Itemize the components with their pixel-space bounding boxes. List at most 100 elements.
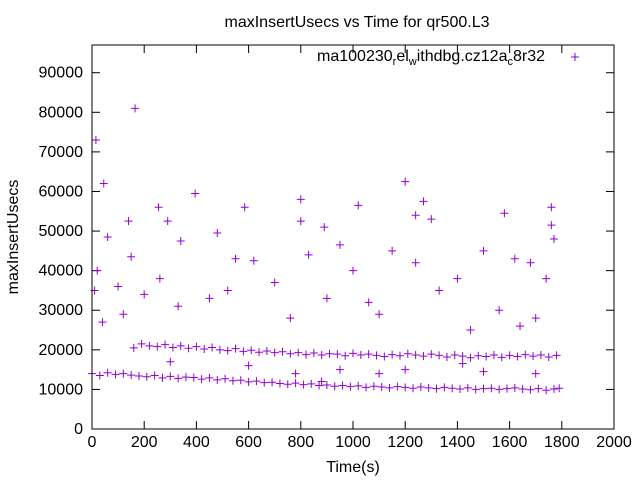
data-point [372,351,381,360]
data-point [549,385,558,394]
data-point [91,136,100,145]
data-point [221,374,230,383]
data-point [495,385,504,394]
data-point [223,346,232,355]
data-point [140,290,149,299]
data-point [377,383,386,392]
data-point [249,256,258,265]
data-point [231,254,240,263]
data-point [356,350,365,359]
chart-title: maxInsertUsecs vs Time for qr500.L3 [225,14,490,31]
data-point [419,352,428,361]
y-tick-label: 30000 [39,302,84,319]
data-point [516,322,525,331]
x-tick-label: 1800 [544,434,580,451]
data-point [255,348,264,357]
x-tick-label: 1600 [492,434,528,451]
data-point [155,274,164,283]
data-point [479,367,488,376]
data-point [502,384,511,393]
data-point [375,369,384,378]
data-point [432,384,441,393]
data-point [283,380,292,389]
data-point [442,352,451,361]
data-point [479,384,488,393]
data-point [270,348,279,357]
data-point [189,373,198,382]
data-point [364,350,373,359]
data-point [544,352,553,361]
data-point [137,339,146,348]
data-point [416,383,425,392]
data-point [440,383,449,392]
data-point [320,223,329,232]
data-point [427,350,436,359]
data-points [88,104,564,395]
data-point [403,349,412,358]
data-point [307,379,316,388]
data-point [299,380,308,389]
data-point [176,341,185,350]
data-point [362,383,371,392]
data-point [98,318,107,327]
data-point [518,385,527,394]
data-point [260,378,269,387]
y-tick-label: 40000 [39,263,84,280]
data-point [103,368,112,377]
y-tick-label: 90000 [39,65,84,82]
y-axis-label: maxInsertUsecs [5,180,22,295]
data-point [215,345,224,354]
data-point [275,379,284,388]
data-point [450,350,459,359]
data-point [150,371,159,380]
data-point [192,342,201,351]
data-point [380,352,389,361]
data-point [103,233,112,241]
data-point [448,384,457,393]
data-point [409,384,418,393]
data-point [466,353,475,362]
data-point [228,376,237,385]
data-point [411,350,420,359]
data-point [346,382,355,391]
data-point [542,274,551,283]
data-point [134,371,143,380]
data-point [291,379,300,388]
data-point [338,381,347,390]
data-point [278,347,287,356]
data-point [294,348,303,357]
data-point [296,217,305,226]
data-point [270,278,279,287]
data-point [166,372,175,381]
data-point [168,343,177,352]
data-point [191,189,200,198]
data-point [205,373,214,382]
x-tick-label: 1400 [440,434,476,451]
data-point [99,179,108,188]
data-point [213,229,222,238]
data-point [547,221,556,230]
data-point [500,209,509,218]
data-point [252,377,261,386]
data-point [542,386,551,395]
data-point [489,350,498,359]
data-point [154,203,163,212]
data-point [176,236,185,245]
data-point [521,350,530,359]
data-point [505,351,514,360]
data-point [349,266,357,275]
data-point [354,201,363,210]
legend: ma100230relwithdbg.cz12ac8r32 [317,48,579,68]
data-point [526,385,535,394]
data-point [555,384,564,393]
data-point [309,348,318,357]
data-point [181,373,190,382]
data-point [388,350,397,359]
data-point [482,352,491,361]
x-axis-label: Time(s) [326,459,380,476]
legend-marker [571,53,579,61]
data-point [317,377,326,386]
data-point [119,310,128,319]
data-point [236,376,245,385]
